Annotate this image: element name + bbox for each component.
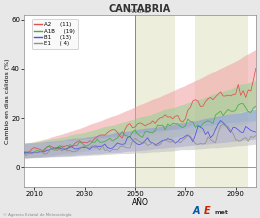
Bar <box>135 15 175 187</box>
X-axis label: AÑO: AÑO <box>132 198 148 207</box>
Text: E: E <box>204 206 211 216</box>
Bar <box>196 15 248 187</box>
Text: © Agencia Estatal de Meteorología: © Agencia Estatal de Meteorología <box>3 213 71 217</box>
Text: A: A <box>192 206 200 216</box>
Text: met: met <box>214 210 228 215</box>
Title: CANTABRIA: CANTABRIA <box>109 4 171 14</box>
Text: ANUAL: ANUAL <box>129 9 151 14</box>
Y-axis label: Cambio en dias cálidos (%): Cambio en dias cálidos (%) <box>4 58 10 144</box>
Legend: A2     (11), A1B     (19), B1     (13), E1     ( 4): A2 (11), A1B (19), B1 (13), E1 ( 4) <box>32 19 78 49</box>
